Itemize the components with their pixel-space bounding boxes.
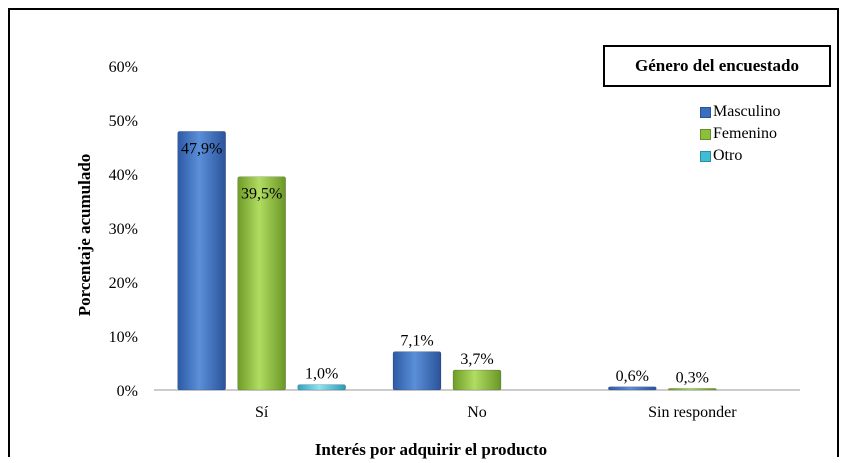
data-label: 7,1% — [400, 333, 433, 350]
y-tick-label: 60% — [109, 59, 138, 76]
y-tick-label: 50% — [109, 113, 138, 130]
data-label: 1,0% — [305, 366, 338, 383]
legend-swatch — [700, 128, 711, 140]
bar-femenino — [452, 369, 502, 391]
bar-masculino — [392, 351, 442, 391]
bar-otro — [297, 384, 346, 391]
data-label: 3,7% — [460, 351, 493, 368]
bar-femenino — [237, 176, 286, 391]
legend: Masculino Femenino Otro — [700, 101, 781, 167]
x-tick-label: Sí — [255, 404, 269, 421]
legend-item-femenino: Femenino — [700, 123, 781, 145]
x-tick-label: No — [467, 404, 487, 421]
legend-item-masculino: Masculino — [700, 101, 781, 123]
data-label: 39,5% — [241, 186, 282, 203]
data-label: 0,3% — [676, 369, 709, 386]
data-label: 0,6% — [616, 368, 649, 385]
legend-label: Masculino — [713, 103, 781, 120]
y-tick-label: 30% — [109, 221, 138, 238]
y-tick-label: 0% — [117, 383, 138, 400]
legend-swatch — [700, 106, 711, 118]
y-tick-label: 20% — [109, 275, 138, 292]
legend-swatch — [700, 150, 711, 162]
x-tick-label: Sin responder — [648, 404, 737, 421]
y-tick-label: 40% — [109, 167, 138, 184]
y-tick-label: 10% — [109, 329, 138, 346]
bar-masculino — [608, 386, 657, 391]
legend-label: Otro — [713, 147, 743, 164]
data-label: 47,9% — [181, 140, 222, 157]
legend-title: Género del encuestado — [603, 45, 831, 87]
legend-item-otro: Otro — [700, 145, 781, 167]
x-axis-label: Interés por adquirir el producto — [314, 440, 548, 459]
bar-masculino — [177, 131, 226, 391]
y-axis-label: Porcentaje acumulado — [75, 153, 94, 317]
legend-label: Femenino — [713, 125, 777, 142]
bar-femenino — [668, 388, 717, 391]
